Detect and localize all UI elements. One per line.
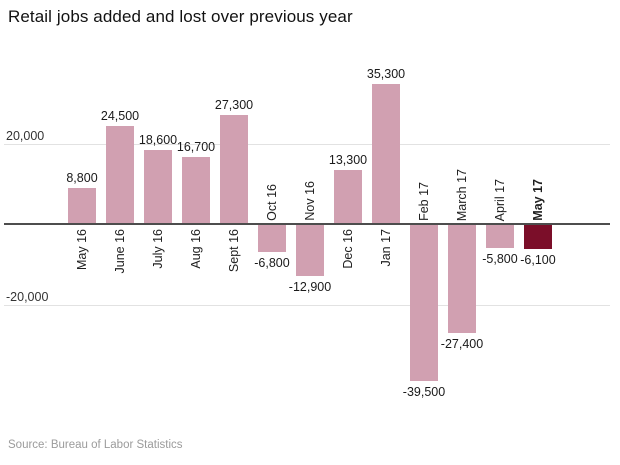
bar-month-label: May 17 <box>531 179 545 221</box>
bar <box>334 170 362 223</box>
bar <box>410 225 438 381</box>
bar-month-label: Dec 16 <box>341 229 355 269</box>
bar <box>182 157 210 223</box>
bar-value-label: -27,400 <box>440 337 484 351</box>
bar-value-label: -12,900 <box>288 280 332 294</box>
bar-value-label: 8,800 <box>66 171 98 185</box>
bar-value-label: -5,800 <box>482 252 518 266</box>
bar-month-label: Jan 17 <box>379 229 393 267</box>
bar-value-label: 35,300 <box>366 67 406 81</box>
bar-month-label: Oct 16 <box>265 184 279 221</box>
bar-month-label: Nov 16 <box>303 181 317 221</box>
bar-value-label: -6,100 <box>520 253 556 267</box>
bar <box>144 150 172 223</box>
bar <box>372 84 400 223</box>
chart-title: Retail jobs added and lost over previous… <box>8 7 353 26</box>
bar-month-label: Feb 17 <box>417 182 431 221</box>
bar-month-label: June 16 <box>113 229 127 274</box>
bar-month-label: May 16 <box>75 229 89 270</box>
bar-month-label: July 16 <box>151 229 165 269</box>
bar <box>220 115 248 223</box>
bar <box>486 225 514 248</box>
bar-value-label: 24,500 <box>100 109 140 123</box>
bar-month-label: Aug 16 <box>189 229 203 269</box>
zero-axis-line <box>4 223 610 225</box>
bar <box>68 188 96 223</box>
bar-value-label: 16,700 <box>176 140 216 154</box>
gridline <box>4 305 610 306</box>
bar-value-label: -39,500 <box>402 385 446 399</box>
source-attribution: Source: Bureau of Labor Statistics <box>8 439 183 451</box>
bar-value-label: 27,300 <box>214 98 254 112</box>
bar-value-label: 18,600 <box>138 133 178 147</box>
bar-month-label: April 17 <box>493 178 507 221</box>
bar <box>448 225 476 333</box>
ytick-label: 20,000 <box>6 129 45 143</box>
bar-value-label: -6,800 <box>254 256 290 270</box>
bar <box>106 126 134 223</box>
ytick-label: -20,000 <box>6 290 49 304</box>
bar <box>524 225 552 249</box>
bar <box>296 225 324 276</box>
gridline <box>4 144 610 145</box>
bar-value-label: 13,300 <box>328 153 368 167</box>
bar <box>258 225 286 252</box>
bar-month-label: March 17 <box>455 168 469 221</box>
